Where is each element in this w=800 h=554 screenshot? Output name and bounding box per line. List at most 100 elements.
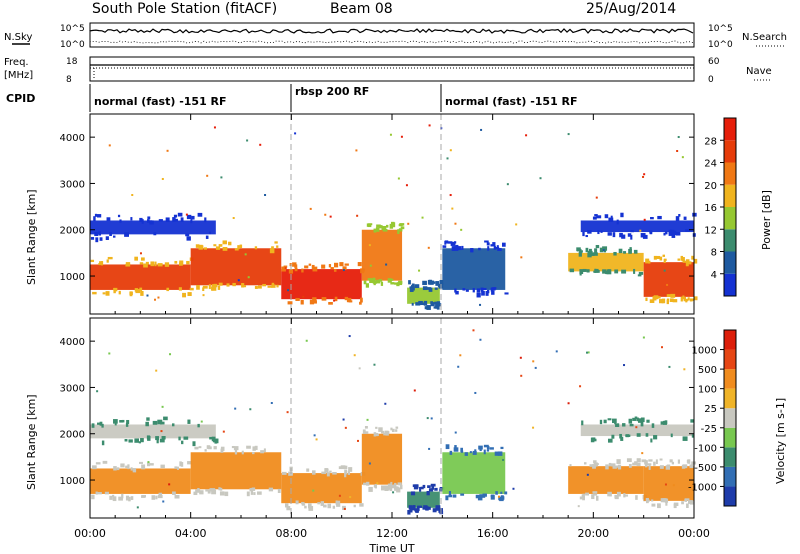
echo-cell [121, 493, 124, 499]
echo-cell [616, 219, 619, 225]
echo-cell [251, 487, 256, 491]
echo-cell [630, 230, 634, 233]
scatter-cell [315, 438, 318, 441]
echo-cell [632, 462, 636, 466]
echo-cell [449, 450, 453, 455]
echo-cell [620, 436, 624, 441]
nsky-right-tick-top: 10^5 [708, 24, 733, 34]
nsearch-trace [89, 40, 694, 44]
echo-cell [141, 495, 146, 498]
echo-cell [592, 216, 597, 220]
colorbar-tick-label: -1000 [688, 482, 717, 493]
echo-cell [179, 461, 182, 467]
echo-region [407, 491, 440, 508]
scatter-cell [479, 338, 482, 341]
scatter-cell [356, 214, 359, 217]
echo-cell [139, 217, 143, 222]
echo-cell [427, 485, 431, 488]
echo-cell [645, 433, 649, 437]
scatter-cell [661, 346, 664, 349]
echo-cell [368, 223, 373, 226]
echo-cell [250, 490, 254, 495]
scatter-cell [302, 295, 305, 298]
echo-cell [607, 232, 612, 236]
echo-cell [578, 251, 582, 257]
scatter-cell [405, 184, 408, 187]
echo-cell [470, 248, 474, 253]
echo-cell [139, 262, 144, 265]
scatter-cell [136, 506, 139, 509]
echo-cell [675, 216, 680, 221]
echo-cell [323, 504, 327, 508]
echo-cell [195, 489, 201, 493]
echo-cell [228, 241, 232, 246]
echo-cell [689, 500, 694, 505]
scatter-cell [358, 367, 361, 370]
scatter-cell [329, 215, 332, 218]
echo-cell [683, 298, 689, 302]
echo-cell [199, 490, 204, 495]
echo-cell [190, 219, 193, 224]
echo-cell [399, 484, 403, 490]
scatter-cell [472, 329, 475, 332]
echo-cell [120, 463, 125, 468]
colorbar-swatch [724, 486, 736, 506]
colorbar-tick-label: 4 [711, 270, 717, 281]
power-y-axis-label: Slant Range [km] [25, 189, 38, 285]
colorbar-swatch [724, 427, 736, 448]
echo-cell [334, 262, 339, 268]
echo-cell [395, 429, 398, 432]
echo-cell [367, 224, 372, 228]
echo-cell [205, 489, 209, 492]
scatter-cell [305, 339, 308, 342]
echo-cell [475, 494, 481, 499]
echo-region [281, 269, 362, 300]
echo-cell [320, 501, 325, 506]
echo-cell [589, 464, 593, 467]
echo-cell [417, 505, 423, 508]
echo-cell [481, 290, 485, 296]
echo-cell [663, 498, 667, 503]
echo-cell [385, 224, 389, 228]
echo-cell [102, 292, 106, 295]
colorbar-swatch [724, 162, 736, 185]
power-echo-regions [90, 212, 698, 310]
echo-cell [312, 470, 316, 475]
echo-cell [148, 463, 154, 466]
echo-cell [241, 283, 245, 288]
echo-cell [344, 469, 348, 475]
echo-cell [615, 423, 620, 427]
scatter-cell [168, 483, 171, 486]
echo-cell [669, 298, 674, 302]
scatter-cell [342, 418, 345, 421]
echo-cell [271, 246, 274, 249]
echo-cell [151, 495, 156, 500]
echo-cell [663, 232, 666, 236]
echo-cell [357, 262, 362, 267]
echo-cell [490, 287, 494, 292]
echo-cell [375, 279, 381, 284]
scatter-cell [324, 213, 327, 216]
echo-cell [375, 426, 378, 429]
scatter-cell [641, 452, 644, 455]
echo-cell [211, 287, 217, 291]
echo-cell [499, 496, 504, 502]
echo-cell [500, 446, 504, 450]
nave-label: Nave [746, 66, 772, 77]
echo-cell [159, 438, 165, 443]
echo-cell [336, 503, 341, 507]
echo-cell [590, 437, 595, 443]
echo-cell [670, 293, 676, 298]
scatter-cell [166, 149, 169, 152]
nsky-right-tick-bottom: 10^0 [708, 40, 733, 50]
echo-cell [186, 260, 190, 265]
echo-cell [687, 297, 690, 301]
echo-cell [448, 491, 452, 496]
echo-cell [435, 507, 441, 511]
echo-cell [359, 301, 362, 305]
echo-cell [373, 432, 377, 437]
echo-cell [179, 260, 184, 265]
echo-cell [411, 283, 415, 289]
echo-cell [304, 505, 307, 509]
echo-cell [691, 255, 694, 260]
